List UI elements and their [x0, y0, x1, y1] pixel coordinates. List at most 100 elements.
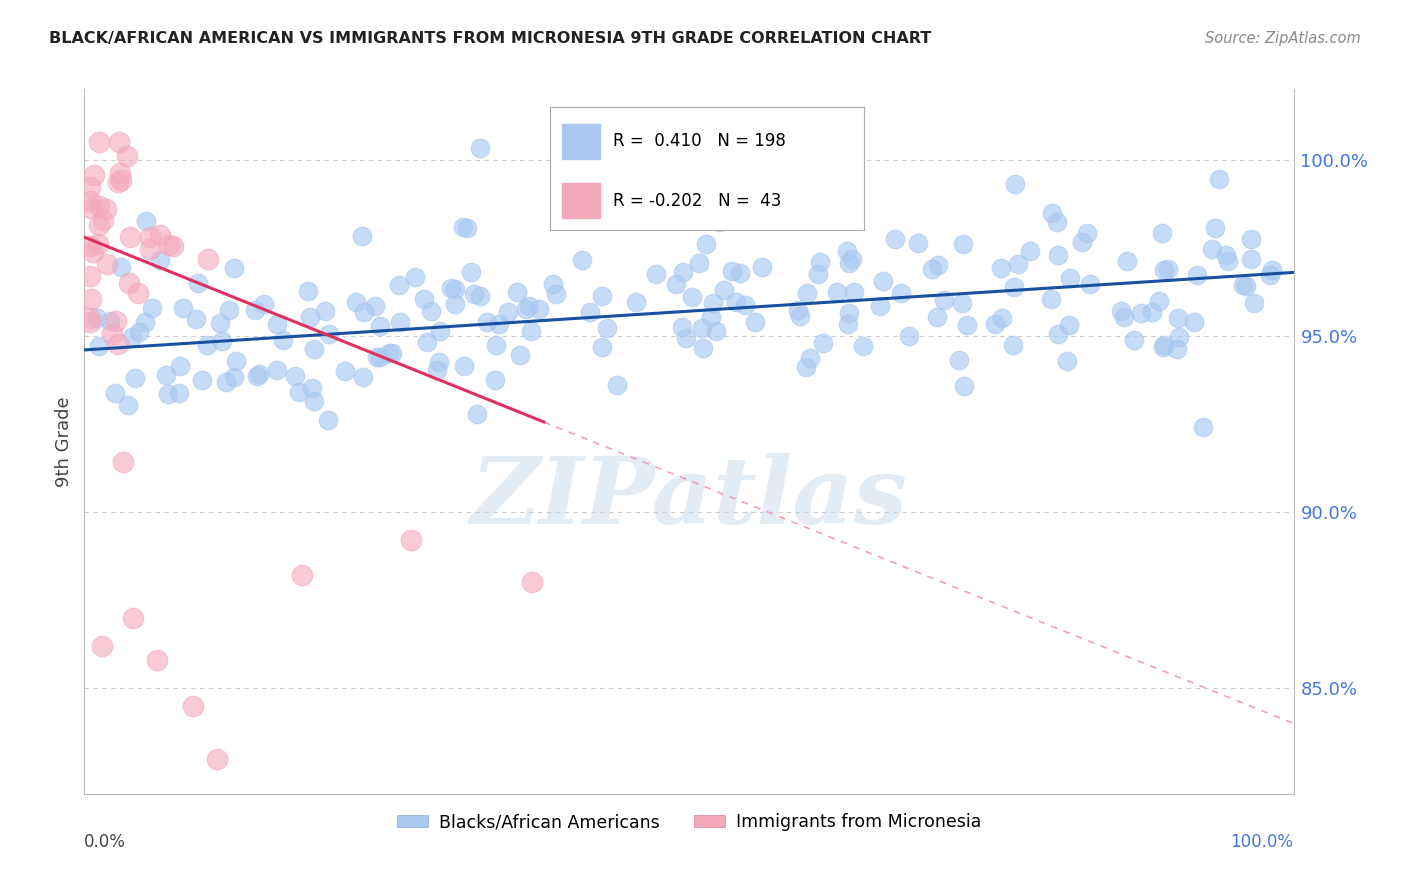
- Point: [681, 290, 703, 304]
- Point: [427, 355, 450, 369]
- Point: [110, 260, 132, 274]
- Text: BLACK/AFRICAN AMERICAN VS IMMIGRANTS FROM MICRONESIA 9TH GRADE CORRELATION CHART: BLACK/AFRICAN AMERICAN VS IMMIGRANTS FRO…: [49, 31, 931, 46]
- Point: [117, 149, 139, 163]
- Point: [465, 407, 488, 421]
- Point: [318, 326, 340, 341]
- Point: [1153, 262, 1175, 277]
- Point: [591, 340, 613, 354]
- Point: [1208, 172, 1230, 186]
- Text: Source: ZipAtlas.com: Source: ZipAtlas.com: [1205, 31, 1361, 46]
- Point: [728, 266, 751, 280]
- Point: [1039, 292, 1062, 306]
- Point: [301, 381, 323, 395]
- Point: [333, 364, 356, 378]
- Point: [96, 257, 118, 271]
- Point: [1240, 232, 1263, 246]
- Point: [186, 312, 208, 326]
- Point: [187, 276, 209, 290]
- Point: [104, 385, 127, 400]
- Point: [105, 314, 128, 328]
- Point: [118, 276, 141, 290]
- Point: [316, 413, 339, 427]
- Point: [1258, 268, 1281, 282]
- Point: [243, 303, 266, 318]
- Point: [811, 336, 834, 351]
- Point: [925, 310, 948, 324]
- Point: [838, 256, 860, 270]
- Point: [1019, 244, 1042, 259]
- Point: [444, 297, 467, 311]
- Point: [517, 299, 540, 313]
- Point: [606, 378, 628, 392]
- Point: [82, 245, 104, 260]
- Point: [704, 324, 727, 338]
- Point: [302, 393, 325, 408]
- Point: [675, 331, 697, 345]
- Point: [139, 230, 162, 244]
- Point: [515, 301, 537, 316]
- Point: [149, 252, 172, 267]
- Point: [1232, 278, 1254, 293]
- Point: [921, 261, 943, 276]
- Point: [453, 359, 475, 373]
- Point: [1122, 333, 1144, 347]
- Point: [990, 260, 1012, 275]
- Point: [1071, 235, 1094, 250]
- Point: [1215, 247, 1237, 261]
- Point: [744, 315, 766, 329]
- Point: [110, 173, 132, 187]
- Point: [872, 274, 894, 288]
- Point: [191, 373, 214, 387]
- Point: [253, 297, 276, 311]
- Point: [266, 363, 288, 377]
- Point: [724, 295, 747, 310]
- Point: [413, 293, 436, 307]
- Point: [1059, 270, 1081, 285]
- Point: [298, 310, 321, 324]
- Point: [1004, 178, 1026, 192]
- Point: [1078, 277, 1101, 292]
- Point: [1057, 318, 1080, 332]
- Point: [388, 278, 411, 293]
- Point: [1046, 214, 1069, 228]
- Point: [283, 368, 305, 383]
- Point: [596, 320, 619, 334]
- Point: [149, 228, 172, 243]
- Point: [215, 375, 238, 389]
- Point: [378, 345, 401, 359]
- Point: [571, 253, 593, 268]
- Point: [246, 369, 269, 384]
- Point: [429, 324, 451, 338]
- Point: [468, 288, 491, 302]
- Point: [498, 305, 520, 319]
- Point: [167, 386, 190, 401]
- Point: [460, 265, 482, 279]
- Point: [952, 236, 974, 251]
- Point: [841, 252, 863, 266]
- Point: [665, 277, 688, 291]
- Point: [222, 369, 245, 384]
- Point: [506, 285, 529, 300]
- Point: [197, 252, 219, 267]
- Point: [139, 242, 162, 256]
- Point: [101, 326, 124, 341]
- Point: [508, 348, 530, 362]
- Point: [344, 295, 367, 310]
- Point: [302, 343, 325, 357]
- Point: [796, 285, 818, 300]
- Legend: Blacks/African Americans, Immigrants from Micronesia: Blacks/African Americans, Immigrants fro…: [389, 806, 988, 838]
- Point: [1109, 304, 1132, 318]
- Point: [352, 370, 374, 384]
- Point: [350, 229, 373, 244]
- Text: 0.0%: 0.0%: [84, 832, 127, 851]
- Point: [1204, 220, 1226, 235]
- Point: [1157, 262, 1180, 277]
- Point: [484, 373, 506, 387]
- Point: [80, 201, 103, 215]
- Point: [852, 339, 875, 353]
- Point: [266, 317, 288, 331]
- Point: [934, 293, 956, 307]
- Point: [1142, 305, 1164, 319]
- Point: [734, 298, 756, 312]
- Point: [794, 359, 817, 374]
